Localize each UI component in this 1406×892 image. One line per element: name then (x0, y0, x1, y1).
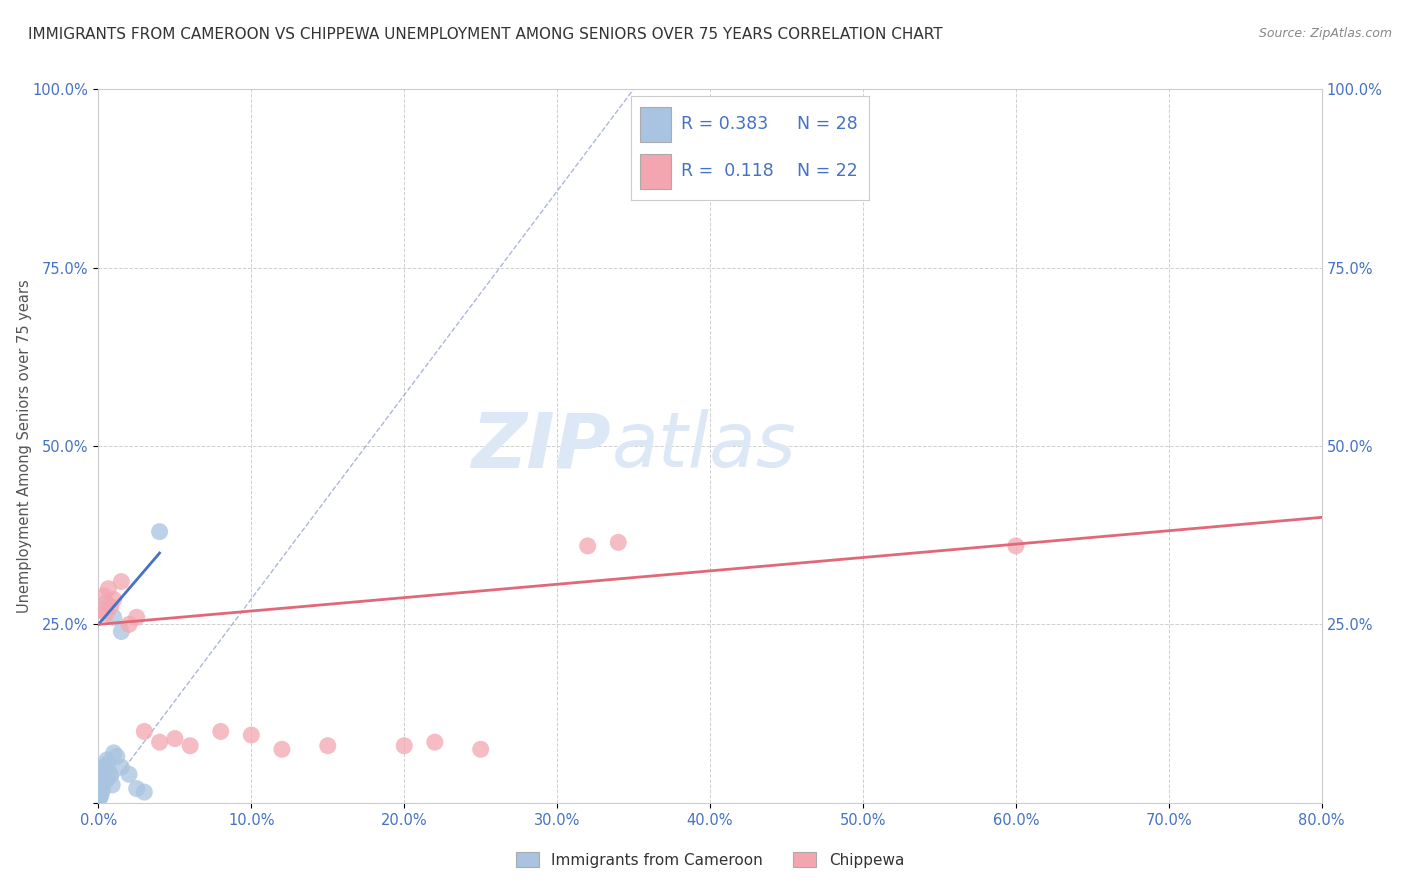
Y-axis label: Unemployment Among Seniors over 75 years: Unemployment Among Seniors over 75 years (17, 279, 32, 613)
Point (89, 790, 111, 805)
Point (96, 753, 118, 767)
Point (125, 610, 148, 624)
Point (270, 742, 294, 756)
Point (103, 746, 125, 760)
Point (125, 781, 148, 796)
Point (91, 767, 114, 781)
Point (110, 574, 132, 589)
Point (179, 739, 201, 753)
Point (105, 749, 128, 764)
Point (1004, 539, 1026, 553)
Legend: Immigrants from Cameroon, Chippewa: Immigrants from Cameroon, Chippewa (510, 846, 910, 873)
Point (134, 785, 156, 799)
Point (209, 724, 232, 739)
Point (90, 778, 112, 792)
Point (89, 792, 111, 806)
Point (89, 785, 111, 799)
Point (100, 769, 122, 783)
Text: Source: ZipAtlas.com: Source: ZipAtlas.com (1258, 27, 1392, 40)
Point (118, 617, 141, 632)
Point (392, 739, 416, 753)
Point (101, 778, 124, 792)
Point (316, 739, 339, 753)
Text: atlas: atlas (612, 409, 797, 483)
Point (94, 596, 117, 610)
Point (94, 764, 117, 778)
Point (93, 776, 115, 790)
Point (110, 760, 132, 774)
Point (90, 774, 112, 789)
Point (93, 589, 115, 603)
Point (97, 756, 120, 771)
Point (93, 760, 115, 774)
Point (110, 624, 132, 639)
Point (118, 767, 141, 781)
Point (576, 539, 599, 553)
Text: IMMIGRANTS FROM CAMEROON VS CHIPPEWA UNEMPLOYMENT AMONG SENIORS OVER 75 YEARS CO: IMMIGRANTS FROM CAMEROON VS CHIPPEWA UNE… (28, 27, 943, 42)
Point (90, 781, 112, 796)
Point (103, 592, 125, 607)
Point (91, 771, 114, 785)
Point (98, 765, 121, 780)
Point (94, 607, 117, 621)
Point (240, 728, 263, 742)
Point (90, 603, 112, 617)
Point (607, 535, 630, 549)
Point (103, 610, 125, 624)
Point (89, 789, 111, 803)
Point (134, 724, 156, 739)
Point (149, 524, 172, 539)
Point (149, 735, 172, 749)
Text: ZIP: ZIP (472, 409, 612, 483)
Point (91, 783, 114, 797)
Point (94, 772, 117, 787)
Point (100, 599, 122, 614)
Point (97, 582, 120, 596)
Point (90, 787, 112, 801)
Point (163, 731, 186, 746)
Point (423, 735, 446, 749)
Point (470, 742, 492, 756)
